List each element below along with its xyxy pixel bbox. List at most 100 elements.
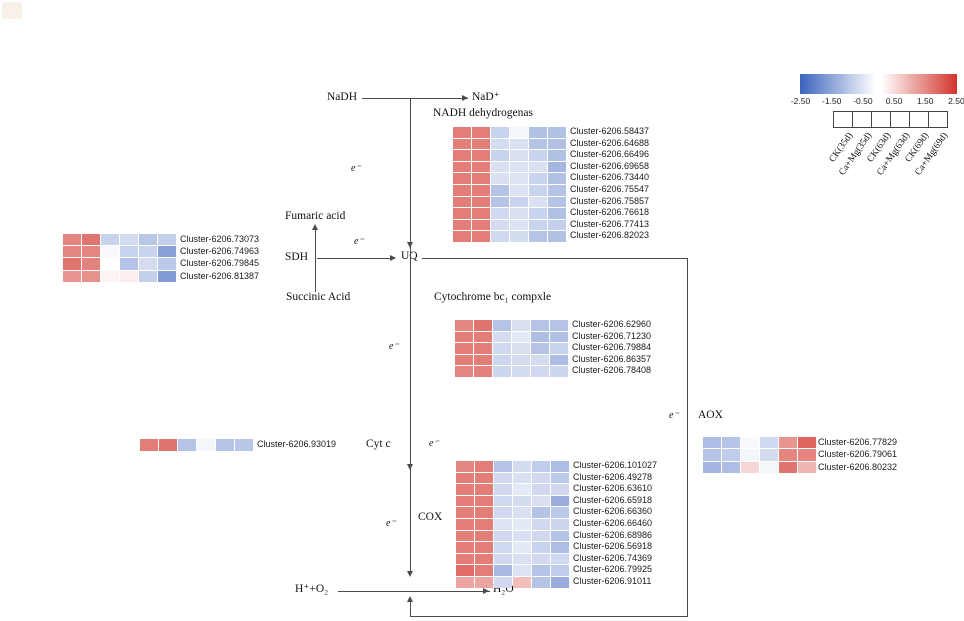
cluster-label: Cluster-6206.64688 <box>570 137 650 148</box>
heatmap-cell-nadh_dehydrogenase <box>491 173 509 184</box>
heatmap-cell-cytochrome_bc1 <box>531 331 549 343</box>
heatmap-cell-aox <box>760 437 778 449</box>
cluster-label: Cluster-6206.75547 <box>570 184 650 194</box>
cluster-label: Cluster-6206.74963 <box>180 246 260 257</box>
colorbar-tick: 0.50 <box>885 96 903 106</box>
cluster-label: Cluster-6206.56918 <box>573 541 653 552</box>
heatmap-cell-nadh_dehydrogenase <box>453 173 471 184</box>
heatmap-cell-cox <box>475 577 493 588</box>
heatmap-cell-nadh_dehydrogenase <box>510 138 528 150</box>
heatmap-cell-aox <box>722 461 740 473</box>
heatmap-cell-nadh_dehydrogenase <box>453 127 471 138</box>
heatmap-cell-cox <box>513 461 531 472</box>
cluster-label: Cluster-6206.63610 <box>573 483 653 494</box>
heatmap-cell-cytochrome_bc1 <box>455 343 473 354</box>
heatmap-cell-nadh_dehydrogenase <box>472 231 490 242</box>
heatmap-cell-cytochrome_bc1 <box>455 331 473 343</box>
heatmap-cell-sdh <box>101 246 119 258</box>
heatmap-cell-nadh_dehydrogenase <box>510 173 528 184</box>
heatmap-cell-cox <box>513 530 531 542</box>
heatmap-cell-nadh_dehydrogenase <box>472 208 490 219</box>
cluster-label: Cluster-6206.71230 <box>572 330 652 341</box>
label-sdh: SDH <box>284 251 310 264</box>
heatmap-cell-cox <box>494 553 512 565</box>
heatmap-cell-sdh <box>158 246 176 258</box>
heatmap-cell-nadh_dehydrogenase <box>491 219 509 231</box>
heatmap-cell-sdh <box>101 270 119 282</box>
sample-box <box>890 111 910 128</box>
heatmap-cell-sdh <box>63 234 81 246</box>
heatmap-cell-cytochrome_bc1 <box>474 343 492 354</box>
line-succinate-to-fumarate <box>315 228 316 292</box>
heatmap-cell-sdh <box>101 234 119 246</box>
arrowhead-h2o <box>483 588 489 594</box>
cluster-label: Cluster-6206.58437 <box>570 126 650 136</box>
heatmap-cell-cox <box>475 484 493 495</box>
heatmap-cell-nadh_dehydrogenase <box>491 208 509 219</box>
line-sdh-to-uq <box>317 258 395 259</box>
heatmap-cell-aox <box>741 461 759 473</box>
heatmap-cell-sdh <box>158 258 176 270</box>
heatmap-cell-sdh <box>139 234 157 246</box>
heatmap-cell-cyt_c <box>159 439 177 451</box>
heatmap-cell-nadh_dehydrogenase <box>510 150 528 161</box>
heatmap-cell-cox <box>475 519 493 530</box>
colorbar-tick: 2.50 <box>948 96 964 106</box>
heatmap-cell-cytochrome_bc1 <box>550 331 568 343</box>
heatmap-cell-nadh_dehydrogenase <box>510 208 528 219</box>
heatmap-cell-nadh_dehydrogenase <box>472 173 490 184</box>
heatmap-cell-sdh <box>101 258 119 270</box>
arrowhead-into-cox <box>407 464 413 470</box>
cluster-label: Cluster-6206.66496 <box>570 149 650 160</box>
heatmap-cell-nadh_dehydrogenase <box>548 219 566 231</box>
heatmap-cell-nadh_dehydrogenase <box>548 185 566 196</box>
heatmap-cell-nadh_dehydrogenase <box>548 208 566 219</box>
heatmap-cell-aox <box>760 449 778 461</box>
heatmap-cell-nadh_dehydrogenase <box>548 231 566 242</box>
heatmap-cell-nadh_dehydrogenase <box>453 219 471 231</box>
heatmap-cell-cytochrome_bc1 <box>512 320 530 331</box>
heatmap-cell-nadh_dehydrogenase <box>453 231 471 242</box>
heatmap-cell-cytochrome_bc1 <box>493 354 511 366</box>
label-nadh-dehydrogenase: NADH dehydrogenas <box>432 107 534 120</box>
arrowhead-nad <box>462 95 468 101</box>
heatmap-cell-aox <box>722 437 740 449</box>
heatmap-cell-cytochrome_bc1 <box>550 343 568 354</box>
heatmap-cell-cox <box>456 495 474 507</box>
heatmap-cell-sdh <box>120 246 138 258</box>
heatmap-cell-nadh_dehydrogenase <box>529 208 547 219</box>
watermark-smudge <box>2 2 22 19</box>
cluster-label: Cluster-6206.73073 <box>180 234 260 244</box>
heatmap-cell-cox <box>513 507 531 518</box>
electron-label: e⁻ <box>669 410 679 421</box>
sample-box <box>928 111 948 128</box>
label-cyt-c: Cyt c <box>365 438 392 451</box>
cluster-label: Cluster-6206.49278 <box>573 471 653 482</box>
heatmap-cell-cox <box>494 565 512 576</box>
cluster-label: Cluster-6206.69658 <box>570 160 650 171</box>
heatmap-cell-cox <box>551 577 569 588</box>
heatmap-cell-nadh_dehydrogenase <box>529 219 547 231</box>
heatmap-cell-sdh <box>120 234 138 246</box>
heatmap-cell-cox <box>456 484 474 495</box>
heatmap-cell-nadh_dehydrogenase <box>510 185 528 196</box>
heatmap-cell-cox <box>551 553 569 565</box>
heatmap-cell-cox <box>456 472 474 484</box>
heatmap-cell-cox <box>475 461 493 472</box>
heatmap-cell-nadh_dehydrogenase <box>529 138 547 150</box>
heatmap-cell-aox <box>741 449 759 461</box>
heatmap-cell-cox <box>475 565 493 576</box>
line-aox-to-h2o <box>410 600 411 617</box>
heatmap-cell-cytochrome_bc1 <box>531 320 549 331</box>
arrowhead-uq <box>390 255 396 261</box>
heatmap-cell-aox <box>798 461 816 473</box>
heatmap-cell-nadh_dehydrogenase <box>491 185 509 196</box>
heatmap-cell-cox <box>475 495 493 507</box>
heatmap-cell-cytochrome_bc1 <box>550 354 568 366</box>
heatmap-cell-nadh_dehydrogenase <box>472 138 490 150</box>
heatmap-cell-nadh_dehydrogenase <box>453 185 471 196</box>
heatmap-cell-cox <box>494 472 512 484</box>
cluster-label: Cluster-6206.79925 <box>573 564 653 575</box>
heatmap-cell-cytochrome_bc1 <box>493 366 511 377</box>
heatmap-cell-nadh_dehydrogenase <box>548 173 566 184</box>
